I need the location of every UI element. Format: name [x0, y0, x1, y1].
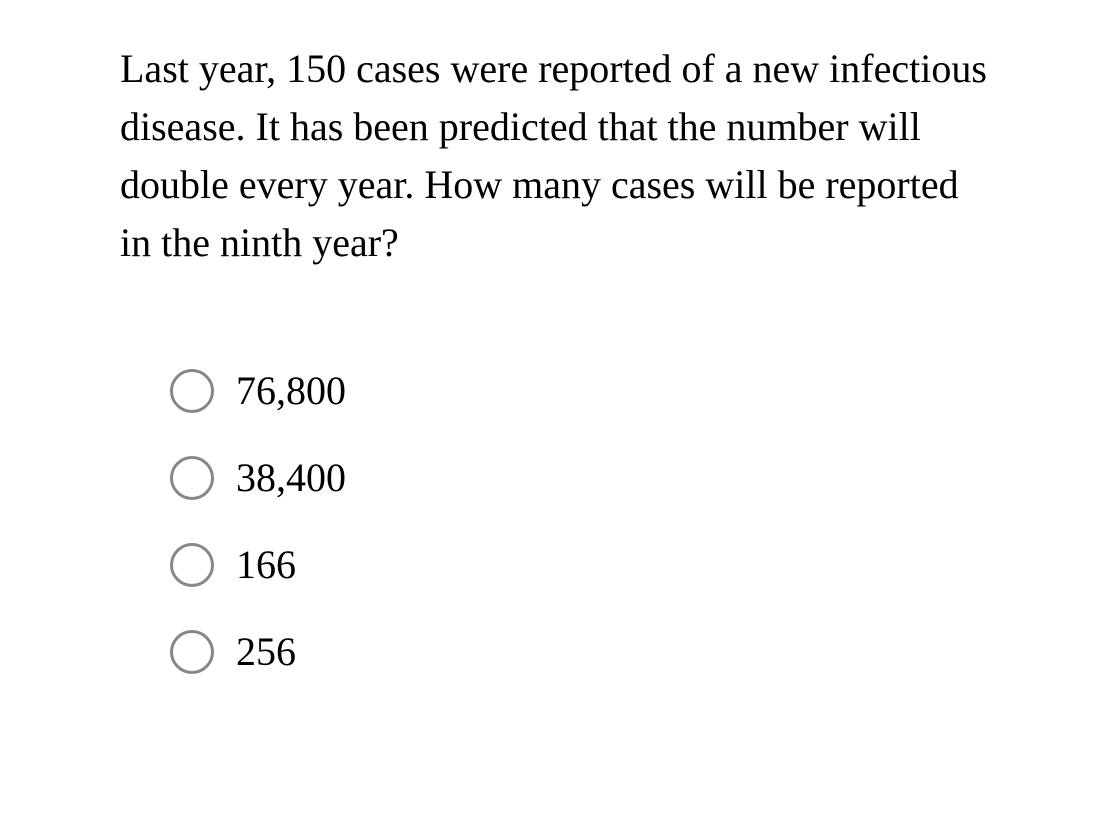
option-row[interactable]: 38,400	[170, 454, 991, 501]
radio-icon[interactable]	[170, 456, 214, 500]
option-row[interactable]: 166	[170, 541, 991, 588]
question-text: Last year, 150 cases were reported of a …	[120, 40, 991, 272]
option-label: 76,800	[236, 367, 346, 414]
radio-icon[interactable]	[170, 369, 214, 413]
option-row[interactable]: 256	[170, 628, 991, 675]
option-label: 38,400	[236, 454, 346, 501]
option-label: 256	[236, 628, 296, 675]
radio-icon[interactable]	[170, 543, 214, 587]
options-container: 76,800 38,400 166 256	[120, 367, 991, 675]
option-row[interactable]: 76,800	[170, 367, 991, 414]
option-label: 166	[236, 541, 296, 588]
radio-icon[interactable]	[170, 630, 214, 674]
